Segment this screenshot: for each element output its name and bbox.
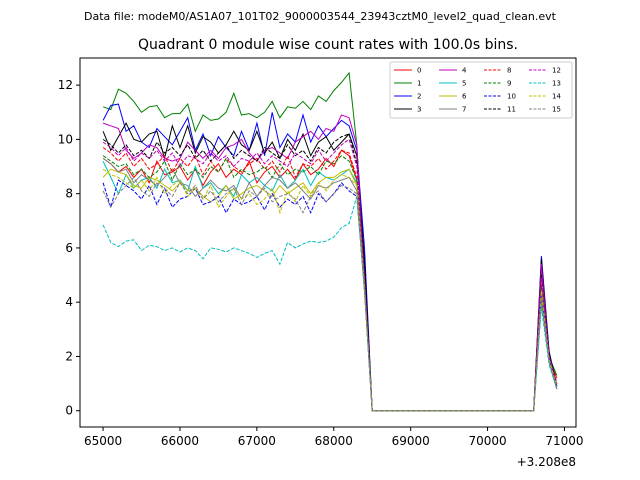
y-tick-label: 0: [65, 404, 73, 418]
y-tick-label: 2: [65, 349, 73, 363]
legend-label-15: 15: [552, 106, 561, 114]
x-tick-label: 70000: [468, 434, 506, 448]
legend-label-8: 8: [507, 67, 511, 75]
x-tick-label: 69000: [392, 434, 430, 448]
legend-label-5: 5: [462, 80, 466, 88]
y-tick-label: 4: [65, 295, 73, 309]
legend-label-4: 4: [462, 67, 467, 75]
legend-label-9: 9: [507, 80, 511, 88]
legend-label-10: 10: [507, 93, 516, 101]
legend-label-2: 2: [417, 93, 421, 101]
chart-title: Quadrant 0 module wise count rates with …: [138, 37, 518, 53]
x-tick-label: 66000: [161, 434, 199, 448]
legend-label-12: 12: [552, 67, 561, 75]
legend-box: [389, 61, 573, 119]
y-tick-label: 12: [58, 78, 73, 92]
x-tick-label: 67000: [238, 434, 276, 448]
legend-label-3: 3: [417, 106, 421, 114]
series-lines: [102, 71, 558, 412]
x-offset-label: +3.208e8: [517, 455, 576, 469]
y-tick-label: 8: [65, 187, 73, 201]
figure-suptitle: Data file: modeM0/AS1A07_101T02_90000035…: [84, 10, 557, 23]
legend-label-11: 11: [507, 106, 516, 114]
axes-frame: [79, 57, 577, 428]
plot-area: [102, 71, 558, 412]
legend-label-13: 13: [552, 80, 561, 88]
series-line-15: [102, 176, 558, 412]
y-tick-label: 10: [58, 132, 73, 146]
x-tick-label: 71000: [545, 434, 583, 448]
axes: 65000 66000 67000 68000 69000 70000 71000 0 2 4 6 8…: [58, 57, 584, 448]
legend-label-6: 6: [462, 93, 467, 101]
x-tick-label: 68000: [315, 434, 353, 448]
legend-label-0: 0: [417, 67, 421, 75]
legend-label-14: 14: [552, 93, 561, 101]
x-tick-label: 65000: [84, 434, 122, 448]
series-line-11: [102, 133, 558, 412]
y-tick-label: 6: [65, 241, 73, 255]
legend-label-7: 7: [462, 106, 466, 114]
legend-label-1: 1: [417, 80, 421, 88]
